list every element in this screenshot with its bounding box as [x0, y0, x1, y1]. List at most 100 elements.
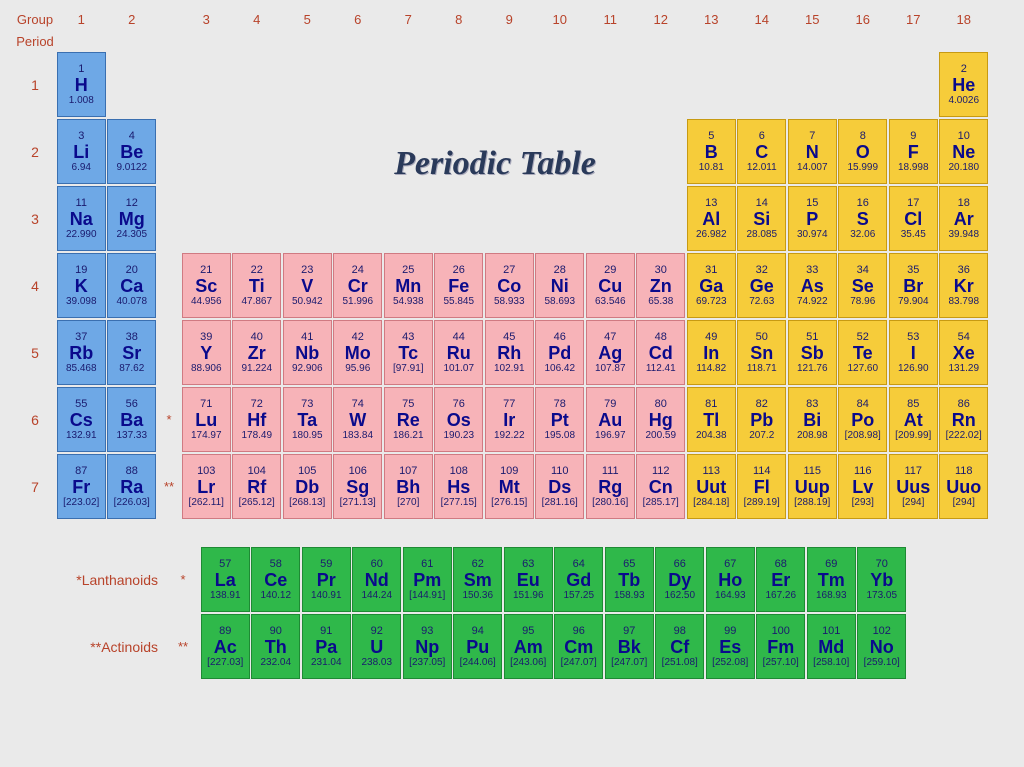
- atomic-mass: 72.63: [749, 296, 774, 307]
- atomic-number: 23: [301, 264, 313, 276]
- element-symbol: Mt: [499, 477, 520, 498]
- element-cell-tc: 43Tc[97.91]: [384, 320, 433, 385]
- atomic-number: 15: [806, 197, 818, 209]
- element-symbol: Lu: [195, 410, 217, 431]
- element-symbol: Pt: [551, 410, 569, 431]
- atomic-mass: [247.07]: [561, 657, 597, 668]
- element-symbol: Be: [120, 142, 143, 163]
- atomic-mass: [251.08]: [662, 657, 698, 668]
- element-symbol: Ce: [264, 570, 287, 591]
- atomic-number: 24: [352, 264, 364, 276]
- element-symbol: Ac: [214, 637, 237, 658]
- element-cell-cf: 98Cf[251.08]: [655, 614, 704, 679]
- element-cell-p: 15P30.974: [788, 186, 837, 251]
- atomic-number: 70: [876, 558, 888, 570]
- atomic-number: 76: [453, 398, 465, 410]
- element-cell-am: 95Am[243.06]: [504, 614, 553, 679]
- element-symbol: Ba: [120, 410, 143, 431]
- atomic-number: 11: [76, 197, 87, 209]
- element-symbol: In: [703, 343, 719, 364]
- element-symbol: Os: [447, 410, 471, 431]
- element-cell-th: 90Th232.04: [251, 614, 300, 679]
- group-number: 7: [383, 12, 434, 27]
- atomic-mass: 10.81: [699, 162, 724, 173]
- empty-cell: [182, 119, 231, 184]
- element-symbol: I: [911, 343, 916, 364]
- element-cell-ir: 77Ir192.22: [485, 387, 534, 452]
- series-label: **Actinoids: [14, 614, 166, 679]
- period-row-2: 23Li6.944Be9.01225B10.816C12.0117N14.007…: [14, 119, 989, 184]
- element-symbol: Bi: [803, 410, 821, 431]
- element-symbol: Fl: [754, 477, 770, 498]
- element-cell-o: 8O15.999: [838, 119, 887, 184]
- atomic-number: 19: [75, 264, 87, 276]
- element-symbol: Pu: [466, 637, 489, 658]
- element-symbol: Ne: [952, 142, 975, 163]
- empty-cell: [586, 186, 635, 251]
- empty-cell: [434, 119, 483, 184]
- element-symbol: Cr: [348, 276, 368, 297]
- atomic-mass: [281.16]: [542, 497, 578, 508]
- atomic-number: 58: [270, 558, 282, 570]
- atomic-number: 48: [655, 331, 667, 343]
- element-cell-hs: 108Hs[277.15]: [434, 454, 483, 519]
- empty-cell: [788, 52, 837, 117]
- element-cell-sm: 62Sm150.36: [453, 547, 502, 612]
- atomic-number: 104: [248, 465, 266, 477]
- element-symbol: Y: [200, 343, 212, 364]
- atomic-mass: [257.10]: [763, 657, 799, 668]
- element-cell-ar: 18Ar39.948: [939, 186, 988, 251]
- element-cell-ge: 32Ge72.63: [737, 253, 786, 318]
- element-cell-c: 6C12.011: [737, 119, 786, 184]
- element-cell-tb: 65Tb158.93: [605, 547, 654, 612]
- empty-cell: [232, 186, 281, 251]
- element-symbol: Si: [753, 209, 770, 230]
- atomic-mass: 30.974: [797, 229, 828, 240]
- element-symbol: Tc: [398, 343, 418, 364]
- atomic-mass: 138.91: [210, 590, 241, 601]
- element-symbol: At: [904, 410, 923, 431]
- atomic-number: 25: [402, 264, 414, 276]
- atomic-mass: 74.922: [797, 296, 828, 307]
- periodic-table: Group 123456789101112131415161718 Period…: [14, 8, 989, 681]
- period-number: 6: [14, 387, 56, 452]
- element-cell-i: 53I126.90: [889, 320, 938, 385]
- element-cell-ca: 20Ca40.078: [107, 253, 156, 318]
- element-symbol: P: [806, 209, 818, 230]
- atomic-mass: [271.13]: [340, 497, 376, 508]
- atomic-number: 84: [857, 398, 869, 410]
- atomic-mass: 195.08: [544, 430, 575, 441]
- group-number: 5: [282, 12, 333, 27]
- element-cell-fr: 87Fr[223.02]: [57, 454, 106, 519]
- atomic-number: 60: [371, 558, 383, 570]
- atomic-number: 45: [503, 331, 515, 343]
- atomic-mass: [259.10]: [864, 657, 900, 668]
- empty-cell: [485, 186, 534, 251]
- atomic-number: 8: [860, 130, 866, 142]
- group-number: 9: [484, 12, 535, 27]
- atomic-number: 85: [907, 398, 919, 410]
- atomic-mass: 6.94: [72, 162, 91, 173]
- element-symbol: Xe: [953, 343, 975, 364]
- series-note: **: [166, 614, 200, 679]
- element-symbol: Zn: [650, 276, 672, 297]
- element-cell-ce: 58Ce140.12: [251, 547, 300, 612]
- element-symbol: S: [857, 209, 869, 230]
- element-cell-pt: 78Pt195.08: [535, 387, 584, 452]
- element-cell-ga: 31Ga69.723: [687, 253, 736, 318]
- element-cell-mo: 42Mo95.96: [333, 320, 382, 385]
- group-number: 17: [888, 12, 939, 27]
- empty-cell: [838, 52, 887, 117]
- atomic-mass: 14.007: [797, 162, 828, 173]
- atomic-mass: 167.26: [765, 590, 796, 601]
- atomic-number: 26: [453, 264, 465, 276]
- atomic-number: 103: [197, 465, 215, 477]
- atomic-mass: 231.04: [311, 657, 342, 668]
- element-cell-ac: 89Ac[227.03]: [201, 614, 250, 679]
- element-symbol: Ga: [699, 276, 723, 297]
- element-cell-tm: 69Tm168.93: [807, 547, 856, 612]
- element-cell-nd: 60Nd144.24: [352, 547, 401, 612]
- atomic-mass: 35.45: [901, 229, 926, 240]
- element-cell-cr: 24Cr51.996: [333, 253, 382, 318]
- empty-cell: [333, 119, 382, 184]
